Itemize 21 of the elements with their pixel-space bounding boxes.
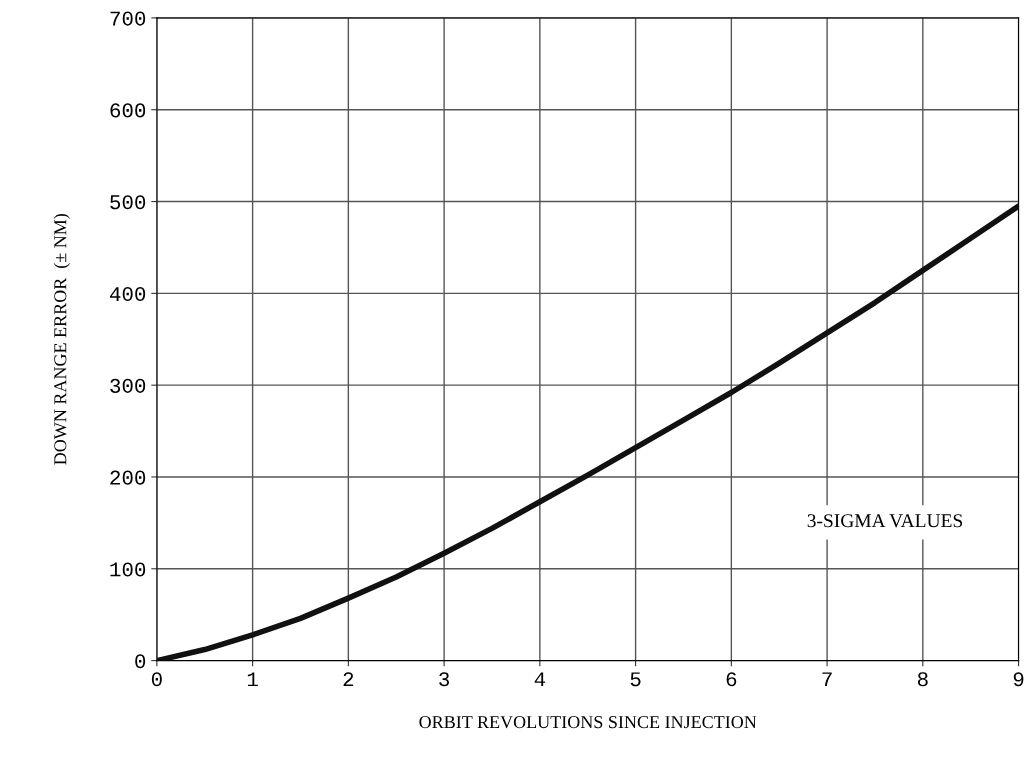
x-tick-label: 3: [439, 672, 450, 687]
y-tick-label: 0: [135, 654, 146, 669]
x-tick-label: 6: [726, 672, 737, 687]
x-tick-label: 5: [630, 672, 641, 687]
y-axis-title: DOWN RANGE ERROR (± NM): [53, 213, 71, 465]
y-tick-label: 600: [110, 103, 146, 118]
y-tick-label: 300: [110, 378, 146, 393]
y-tick-label: 100: [110, 562, 146, 577]
x-tick-label: 9: [1013, 672, 1024, 687]
x-tick-label: 4: [534, 672, 546, 687]
x-tick-label: 0: [151, 672, 162, 687]
y-tick-label: 400: [109, 286, 146, 302]
x-tick-label: 7: [822, 672, 832, 687]
x-tick-label: 2: [343, 672, 354, 687]
annotation: 3-SIGMA VALUES: [807, 514, 963, 528]
y-tick-label: 700: [110, 11, 146, 26]
y-tick-label: 200: [110, 470, 146, 485]
y-tick-label: 500: [110, 195, 146, 210]
x-tick-label: 1: [247, 672, 258, 687]
x-tick-label: 8: [917, 672, 928, 687]
x-axis-title: ORBIT REVOLUTIONS SINCE INJECTION: [419, 716, 757, 729]
